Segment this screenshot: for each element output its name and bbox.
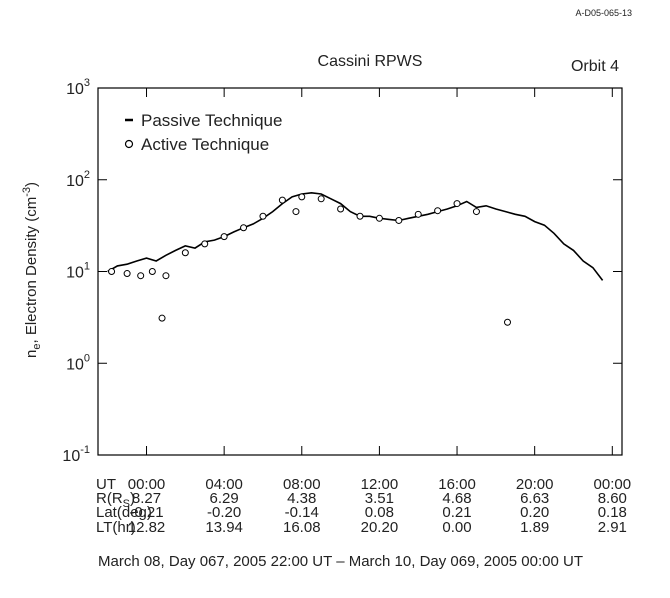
y-tick-base: 10	[66, 265, 84, 282]
active-point	[356, 212, 364, 220]
active-point	[259, 212, 267, 220]
x-tick-label: 04:00	[205, 476, 243, 493]
ephemeris-value: 0.00	[442, 519, 471, 536]
row-label-part: )	[130, 490, 135, 507]
active-point	[453, 200, 461, 208]
active-point	[181, 249, 189, 257]
active-point	[220, 233, 228, 241]
ephemeris-value: 20.20	[361, 519, 399, 536]
ephemeris-value: 1.89	[520, 519, 549, 536]
y-tick-exp: 3	[84, 77, 90, 89]
y-label-sup: -3	[21, 187, 33, 197]
ephemeris-value: 16.08	[283, 519, 321, 536]
active-point	[137, 272, 145, 280]
ephemeris-value: 12.82	[128, 519, 166, 536]
y-tick-label: 103	[66, 77, 90, 98]
y-tick-label: 101	[66, 261, 90, 282]
legend-swatch	[124, 139, 134, 149]
ephemeris-value: 4.68	[442, 490, 471, 507]
ephemeris-value: 4.38	[287, 490, 316, 507]
ephemeris-value: 8.60	[598, 490, 627, 507]
ephemeris-value: 0.08	[365, 504, 394, 521]
active-point	[395, 216, 403, 224]
x-tick-label: 00:00	[128, 476, 166, 493]
x-tick-label: 12:00	[361, 476, 399, 493]
active-point	[472, 208, 480, 216]
y-tick-label: 10-1	[62, 444, 90, 465]
x-tick-label: 00:00	[594, 476, 632, 493]
y-tick-base: 10	[66, 356, 84, 373]
active-point	[292, 208, 300, 216]
y-tick-base: 10	[62, 448, 80, 465]
row-label-part: LT(hr)	[96, 519, 136, 536]
x-tick-label: 08:00	[283, 476, 321, 493]
active-point	[201, 240, 209, 248]
ephemeris-value: 6.63	[520, 490, 549, 507]
row-label-sub: S	[123, 498, 130, 510]
x-tick-label: 16:00	[438, 476, 476, 493]
figure-id: A-D05-065-13	[575, 8, 632, 18]
x-tick-label: 20:00	[516, 476, 554, 493]
y-label-part: , Electron Density (cm	[23, 197, 40, 344]
ephemeris-value: -0.21	[129, 504, 163, 521]
y-tick-label: 100	[66, 352, 90, 373]
active-point	[123, 270, 131, 278]
active-point	[298, 193, 306, 201]
active-point	[278, 196, 286, 204]
row-label: R(RS)	[96, 490, 135, 510]
ephemeris-value: 6.29	[210, 490, 239, 507]
ephemeris-value: 13.94	[205, 519, 243, 536]
ephemeris-value: 0.21	[442, 504, 471, 521]
legend-label: Active Technique	[141, 135, 269, 154]
active-point	[503, 318, 511, 326]
active-point	[108, 268, 116, 275]
y-label-sub: e	[31, 344, 43, 350]
chart-title: Cassini RPWS	[318, 53, 423, 70]
y-label-part: n	[23, 350, 40, 358]
row-label: UT	[96, 476, 116, 493]
y-tick-exp: -1	[80, 444, 90, 456]
row-label: Lat(deg)	[96, 504, 152, 521]
active-point	[375, 214, 383, 222]
row-label-part: R(R	[96, 490, 123, 507]
y-tick-exp: 2	[84, 169, 90, 181]
passive-line	[107, 191, 604, 281]
legend-label: Passive Technique	[141, 111, 282, 130]
active-point	[317, 195, 325, 203]
active-point	[240, 224, 248, 232]
y-tick-exp: 1	[84, 261, 90, 273]
ephemeris-value: -0.20	[207, 504, 241, 521]
y-tick-base: 10	[66, 81, 84, 98]
row-label-part: Lat(deg)	[96, 504, 152, 521]
y-label-part: )	[23, 182, 40, 187]
y-tick-label: 102	[66, 169, 90, 190]
ephemeris-value: 0.18	[598, 504, 627, 521]
ephemeris-value: -0.14	[285, 504, 319, 521]
ephemeris-value: 0.20	[520, 504, 549, 521]
caption: March 08, Day 067, 2005 22:00 UT – March…	[98, 553, 583, 570]
active-point	[158, 314, 166, 322]
ephemeris-value: 3.51	[365, 490, 394, 507]
chart-subtitle: Orbit 4	[571, 58, 619, 75]
active-point	[148, 268, 156, 275]
ephemeris-value: 2.91	[598, 519, 627, 536]
active-point	[434, 207, 442, 215]
active-point	[162, 272, 170, 280]
row-label: LT(hr)	[96, 519, 136, 536]
ephemeris-value: 8.27	[132, 490, 161, 507]
y-tick-base: 10	[66, 173, 84, 190]
active-point	[414, 210, 422, 218]
active-point	[337, 205, 345, 213]
y-axis-label: ne, Electron Density (cm-3)	[21, 182, 43, 358]
y-tick-exp: 0	[84, 352, 90, 364]
